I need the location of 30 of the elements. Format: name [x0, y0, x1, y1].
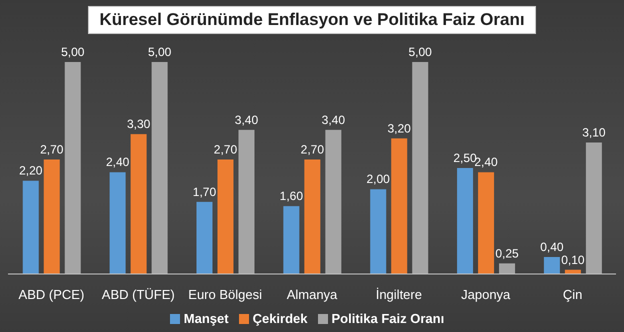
data-label: 0,25 [495, 246, 520, 260]
data-label: 3,10 [582, 126, 606, 140]
x-tick-label: Euro Bölgesi [188, 287, 262, 302]
data-label: 2,70 [40, 142, 64, 157]
data-label: 2,70 [214, 142, 238, 157]
data-label: 0,40 [540, 240, 564, 254]
data-label: 0,10 [561, 252, 585, 267]
x-tick-label: ABD (TÜFE) [102, 287, 175, 302]
x-tick-label: Japonya [461, 287, 512, 302]
data-label: 1,70 [192, 184, 216, 199]
legend-label: Çekirdek [252, 311, 308, 326]
data-label: 2,40 [106, 155, 130, 170]
data-label: 3,40 [322, 112, 346, 127]
data-label: 3,40 [234, 112, 258, 127]
data-label: 3,30 [126, 117, 151, 132]
legend-label: Manşet [184, 311, 229, 326]
data-label: 2,20 [19, 164, 43, 178]
data-label: 5,00 [61, 45, 85, 59]
data-label: 5,00 [408, 45, 432, 59]
x-tick-label: İngiltere [376, 287, 422, 302]
legend-label: Politika Faiz Oranı [332, 311, 444, 326]
chart-title: Küresel Görünümde Enflasyon ve Politika Faiz Oranı [88, 6, 536, 34]
data-label: 2,00 [366, 172, 390, 186]
data-label: 2,70 [300, 142, 324, 157]
data-label: 3,20 [388, 121, 412, 136]
x-tick-label: ABD (PCE) [18, 287, 84, 302]
data-label: 1,60 [280, 189, 304, 204]
data-label: 5,00 [148, 45, 172, 59]
x-tick-label: Çin [562, 287, 582, 302]
x-tick-label: Almanya [286, 287, 338, 302]
